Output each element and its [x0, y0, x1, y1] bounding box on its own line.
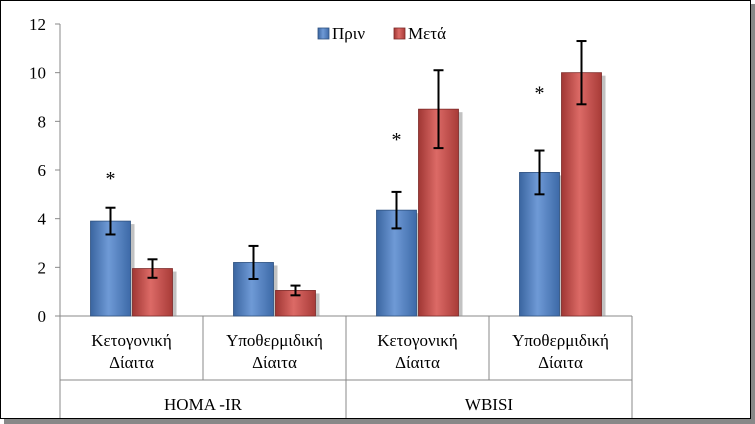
x-category-label: Υποθερμιδική: [512, 331, 609, 350]
x-category-label: Δίαιτα: [395, 353, 440, 372]
bar-after: [561, 72, 602, 317]
y-tick-label: 8: [38, 112, 47, 131]
x-category-label: Κετογονική: [377, 331, 457, 350]
x-category-label: Υποθερμιδική: [226, 331, 323, 350]
y-tick-label: 2: [38, 258, 47, 277]
x-category-label: Δίαιτα: [252, 353, 297, 372]
bar-before: [90, 220, 131, 317]
legend-label: Μετά: [408, 24, 446, 43]
y-tick-label: 6: [38, 161, 47, 180]
legend-swatch-after: [393, 27, 406, 40]
significance-marker: *: [392, 129, 402, 151]
significance-marker: *: [535, 83, 545, 105]
legend-label: Πριν: [332, 24, 365, 43]
significance-marker: *: [106, 168, 116, 190]
y-tick-label: 4: [38, 210, 47, 229]
x-category-label: Δίαιτα: [109, 353, 154, 372]
x-category-label: Κετογονική: [91, 331, 171, 350]
y-tick-label: 0: [38, 307, 47, 326]
x-category-label: Δίαιτα: [538, 353, 583, 372]
x-group-label: WBISI: [465, 395, 514, 414]
y-tick-label: 12: [29, 15, 46, 34]
y-tick-label: 10: [29, 64, 46, 83]
legend-swatch-before: [317, 27, 330, 40]
x-group-label: HOMA -IR: [164, 395, 243, 414]
